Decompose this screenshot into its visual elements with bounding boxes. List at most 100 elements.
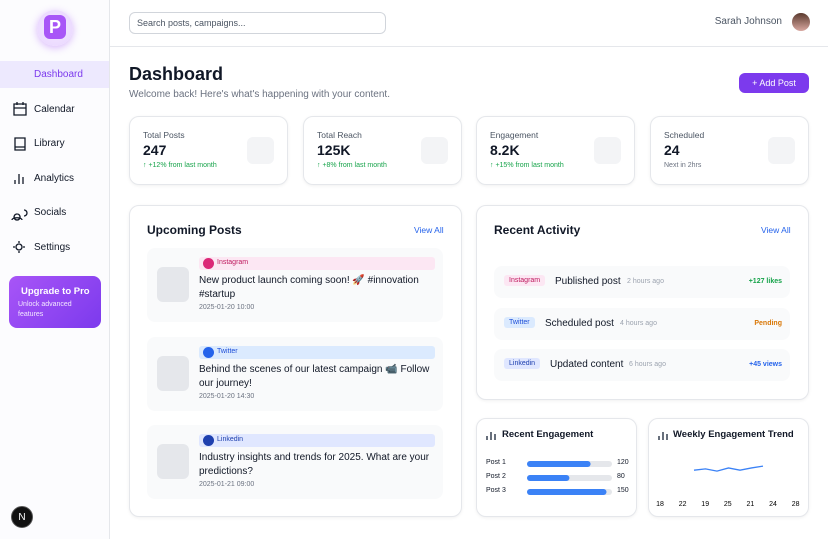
activity-result: +45 views [749,361,782,368]
activity-action: Published post [555,276,621,287]
post-date: 2025-01-20 14:30 [199,392,255,400]
trend-x-label: 24 [769,501,777,508]
user-avatar[interactable] [792,13,810,31]
stat-note: Next in 2hrs [664,162,702,169]
bar-value: 120 [617,459,629,466]
engagement-card [476,418,637,517]
platform-dot [203,435,214,446]
activity-platform: Linkedin [504,358,541,369]
post-text: New product launch coming soon! 🚀 #innov… [199,275,419,300]
nav-item[interactable]: Socials [34,207,67,218]
activity-title: Recent Activity [494,223,581,237]
post-date: 2025-01-21 09:00 [199,481,255,488]
nav-icon [14,137,26,151]
bar [527,461,591,467]
nav-item[interactable]: Library [34,138,65,149]
activity-time: 2 hours ago [627,278,664,285]
trend-line [693,465,764,472]
nav-item[interactable]: Settings [34,241,71,253]
nav-item[interactable]: Dashboard [34,69,83,80]
platform-badge: Instagram [217,259,249,266]
stat-value: 247 [143,142,167,158]
platform-dot [203,258,214,269]
stat-note: ↑ +12% from last month [143,162,217,169]
platform-badge: Twitter [217,347,238,355]
platform-badge: Linkedin [217,436,244,443]
trend-x-label: 25 [724,501,732,508]
add-post-button[interactable]: + Add Post [739,73,809,93]
activity-link[interactable]: View All [761,225,791,235]
stat-label: Engagement [490,130,539,140]
badge[interactable]: N [11,506,33,528]
nav-icon [13,241,25,253]
platform-badge-bg [199,257,435,270]
stat-icon-box [421,137,448,164]
stat-label: Total Reach [317,130,362,140]
header-border [110,46,828,47]
activity-result: +127 likes [748,278,782,285]
upgrade-text: Unlock advanced features [18,301,72,318]
bar-value: 80 [617,473,625,480]
user-name[interactable]: Sarah Johnson [714,16,782,27]
stat-note: ↑ +15% from last month [490,162,564,169]
trend-x-label: 28 [792,501,800,508]
post-thumb [157,267,189,302]
stat-value: 24 [664,142,680,158]
nav-active-bg [0,61,109,88]
stat-value: 125K [317,142,351,158]
nav-item[interactable]: Analytics [34,172,75,184]
post-date: 2025-01-20 10:00 [199,304,255,311]
activity-platform: Instagram [504,275,546,286]
stat-label: Total Posts [143,130,185,140]
trend-x-label: 19 [701,501,709,508]
page-title: Dashboard [129,64,224,84]
stat-card [650,116,809,185]
activity-action: Updated content [550,359,624,370]
stat-card [129,116,288,185]
trend-x-label: 22 [679,501,687,508]
activity-item [494,307,790,340]
bar [527,489,607,495]
stat-icon-box [768,137,795,164]
platform-dot [203,346,214,358]
stat-card [476,116,635,185]
bar-label: Post 3 [486,487,506,494]
activity-time: 4 hours ago [620,319,657,327]
post-thumb [157,444,189,479]
bar [527,475,570,481]
upgrade-title: Upgrade to Pro [21,286,90,297]
logo-letter: P [44,15,66,39]
upgrade-card[interactable] [9,276,101,328]
stat-note: ↑ +8% from last month [317,162,387,169]
stat-card [303,116,462,185]
post-text: Behind the scenes of our latest campaign… [199,363,430,389]
platform-badge-bg [199,345,435,359]
activity-item [494,349,790,381]
upcoming-title: Upcoming Posts [147,223,242,237]
stat-value: 8.2K [490,142,520,158]
nav-icon [11,209,28,221]
nav-icon [14,174,24,184]
bar-label: Post 2 [486,473,506,480]
stat-icon-box [594,137,621,164]
activity-time: 6 hours ago [629,361,666,368]
sidebar [0,0,110,539]
search-input[interactable]: Search posts, campaigns... [129,12,386,34]
bar-value: 150 [617,487,629,494]
stat-icon-box [247,137,274,164]
trend-title: Weekly Engagement Trend [673,429,794,440]
engagement-title: Recent Engagement [502,429,594,440]
stat-label: Scheduled [664,130,705,140]
icons [486,432,668,440]
page-subtitle: Welcome back! Here's what's happening wi… [129,89,390,100]
activity-action: Scheduled post [545,317,614,329]
nav-icon [13,102,27,116]
upcoming-link[interactable]: View All [414,225,444,235]
trend-x-label: 18 [656,501,664,508]
activity-result: Pending [754,319,782,327]
nav-item[interactable]: Calendar [34,103,75,115]
post-text: Industry insights and trends for 2025. W… [199,452,430,477]
trend-x-label: 21 [747,501,755,508]
post-thumb [157,355,189,391]
